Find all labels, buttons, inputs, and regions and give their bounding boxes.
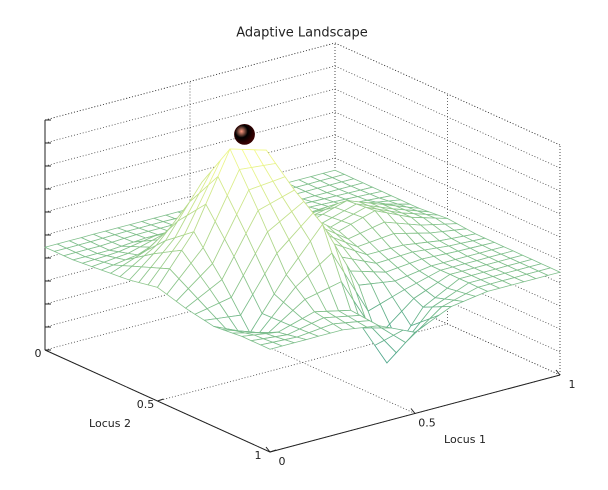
y-tick xyxy=(157,398,164,402)
y-tick-label: 1 xyxy=(255,449,262,462)
x-axis-label: Locus 1 xyxy=(444,433,486,446)
x-tick xyxy=(265,446,271,453)
grid-line xyxy=(157,323,448,402)
x-tick xyxy=(555,369,561,376)
z-tick-label: 0 xyxy=(35,347,42,360)
x-tick-label: 0 xyxy=(279,455,286,468)
wall-grid xyxy=(334,88,561,192)
chart-title: Adaptive Landscape xyxy=(236,26,368,41)
y-tick xyxy=(269,449,277,453)
wall-grid xyxy=(44,88,336,167)
y-tick-label: 0.5 xyxy=(137,398,155,411)
wall-grid xyxy=(44,42,336,121)
x-tick xyxy=(410,408,416,414)
surface-patch xyxy=(260,341,283,350)
x-tick-label: 1 xyxy=(569,378,576,391)
wall-grid xyxy=(44,111,336,190)
x-tick-label: 0.5 xyxy=(418,417,436,430)
y-axis-label: Locus 2 xyxy=(89,417,131,430)
wall-grid xyxy=(334,42,561,146)
wall-grid xyxy=(334,111,561,215)
peak-marker xyxy=(234,123,255,145)
